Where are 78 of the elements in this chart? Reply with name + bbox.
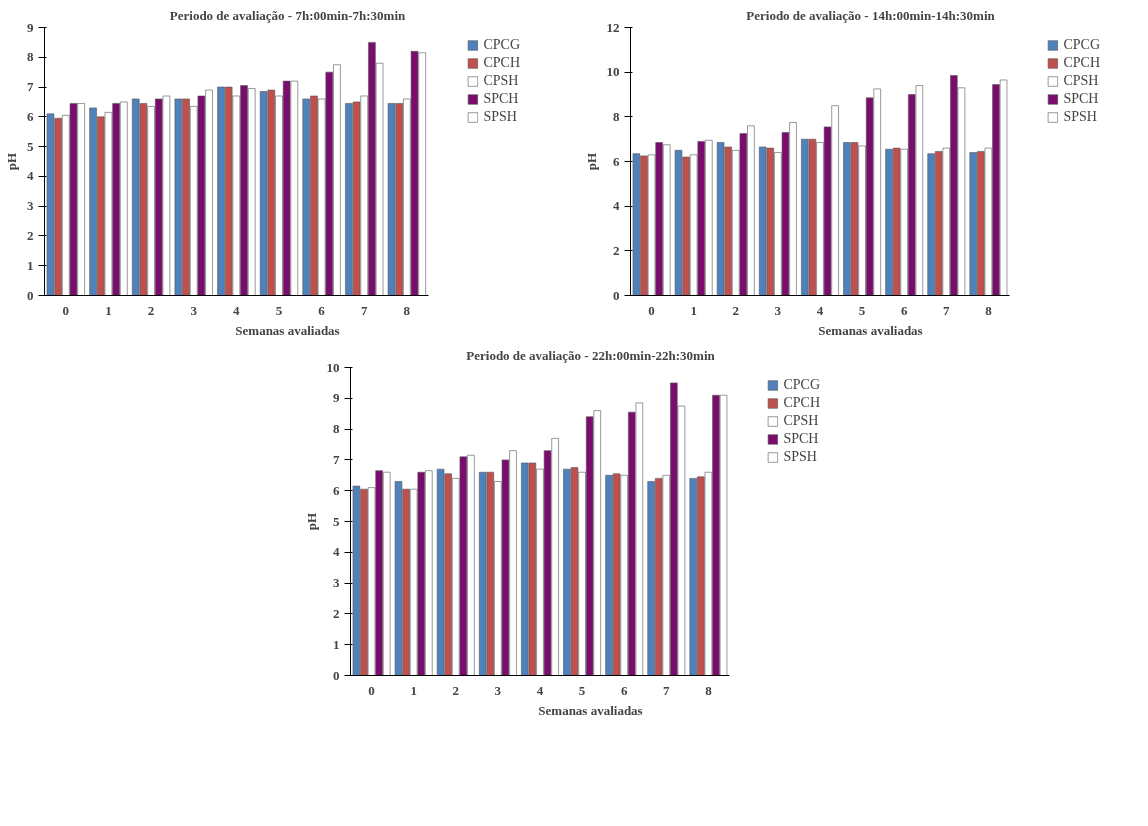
legend-label: CPCG [483, 37, 520, 53]
legend-label: CPCG [783, 377, 820, 393]
y-tick-label: 2 [27, 227, 34, 243]
legend-label: SPSH [783, 449, 817, 465]
x-tick-label: 7 [663, 682, 671, 698]
x-tick-label: 0 [368, 682, 375, 698]
y-tick-label: 4 [27, 168, 34, 184]
x-tick-label: 6 [318, 302, 326, 318]
y-tick-label: 4 [613, 198, 620, 214]
y-tick-label: 3 [27, 198, 34, 214]
x-tick-label: 1 [690, 302, 697, 318]
legend-label: CPCH [1063, 55, 1100, 71]
legend-label: CPCH [783, 395, 820, 411]
x-tick-label: 3 [190, 302, 198, 318]
x-tick-label: 5 [275, 302, 283, 318]
y-tick-label: 0 [613, 287, 620, 303]
x-tick-label: 4 [233, 302, 241, 318]
legend-label: SPSH [1063, 109, 1097, 125]
chart-title: Periodo de avaliação - 14h:00min-14h:30min [746, 7, 996, 23]
y-axis-title: pH [583, 152, 599, 171]
x-tick-label: 2 [147, 302, 155, 318]
legend-label: CPSH [1063, 73, 1099, 89]
y-tick-label: 9 [333, 390, 340, 406]
y-tick-label: 8 [333, 421, 340, 437]
x-tick-label: 3 [494, 682, 502, 698]
y-tick-label: 12 [606, 19, 620, 35]
x-tick-label: 7 [943, 302, 951, 318]
y-tick-label: 10 [326, 359, 340, 375]
legend-label: SPCH [483, 91, 519, 107]
x-tick-label: 5 [858, 302, 866, 318]
x-tick-label: 3 [774, 302, 782, 318]
x-tick-label: 0 [648, 302, 655, 318]
y-axis-title: pH [4, 152, 19, 171]
legend-label: SPCH [1063, 91, 1099, 107]
legend-label: CPSH [783, 413, 819, 429]
x-tick-label: 7 [360, 302, 368, 318]
y-tick-label: 5 [27, 138, 34, 154]
x-tick-label: 1 [105, 302, 112, 318]
legend-label: CPCH [483, 55, 520, 71]
y-tick-label: 0 [333, 667, 340, 683]
x-tick-label: 0 [62, 302, 70, 318]
x-tick-label: 4 [816, 302, 824, 318]
y-tick-label: 4 [333, 544, 340, 560]
chart-title: Periodo de avaliação - 7h:00min-7h:30min [169, 7, 406, 23]
y-axis-title: pH [303, 512, 319, 531]
y-tick-label: 6 [333, 482, 340, 498]
x-tick-label: 8 [705, 682, 713, 698]
chart-title: Periodo de avaliação - 22h:00min-22h:30min [466, 347, 716, 363]
x-tick-label: 2 [452, 682, 460, 698]
y-tick-label: 7 [27, 79, 34, 95]
legend-label: SPSH [483, 109, 517, 125]
y-tick-label: 8 [27, 49, 34, 65]
x-axis-title: Semanas avaliadas [235, 322, 340, 338]
x-axis-title: Semanas avaliadas [818, 322, 923, 338]
legend-label: CPSH [483, 73, 519, 89]
y-tick-label: 2 [333, 605, 340, 621]
y-tick-label: 9 [27, 19, 34, 35]
x-tick-label: 6 [900, 302, 908, 318]
x-tick-label: 8 [985, 302, 993, 318]
x-tick-label: 4 [536, 682, 544, 698]
y-tick-label: 3 [333, 575, 340, 591]
x-tick-label: 8 [403, 302, 411, 318]
y-tick-label: 2 [613, 242, 620, 258]
y-tick-label: 6 [27, 108, 34, 124]
x-axis-title: Semanas avaliadas [538, 702, 643, 718]
y-tick-label: 6 [613, 153, 620, 169]
y-tick-label: 7 [333, 451, 340, 467]
y-tick-label: 0 [27, 287, 34, 303]
legend-label: CPCG [1063, 37, 1100, 53]
legend-label: SPCH [783, 431, 819, 447]
y-tick-label: 1 [333, 636, 340, 652]
x-tick-label: 2 [732, 302, 740, 318]
y-tick-label: 5 [333, 513, 340, 529]
x-tick-label: 5 [578, 682, 586, 698]
y-tick-label: 10 [606, 64, 620, 80]
x-tick-label: 1 [410, 682, 417, 698]
y-tick-label: 8 [613, 108, 620, 124]
y-tick-label: 1 [27, 257, 34, 273]
